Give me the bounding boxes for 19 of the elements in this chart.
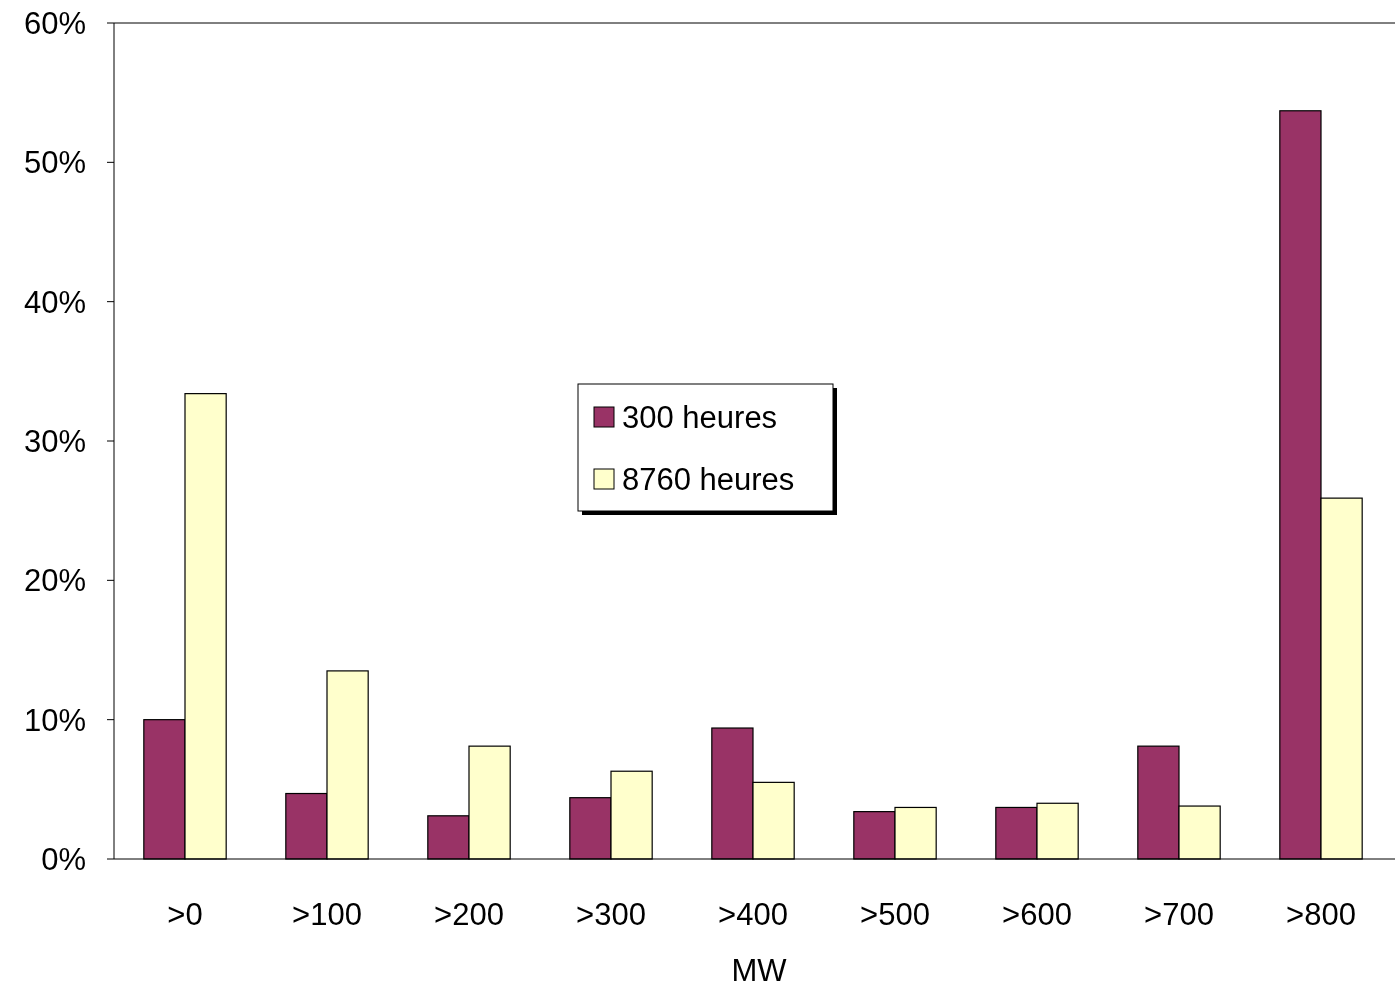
x-tick-label: >800 xyxy=(1286,897,1356,932)
y-tick-label: 30% xyxy=(23,423,86,459)
y-tick-label: 0% xyxy=(41,841,86,877)
y-tick-label: 50% xyxy=(23,145,86,181)
y-tick-label: 20% xyxy=(23,563,86,599)
legend-label: 300 heures xyxy=(622,399,778,435)
x-tick-label: >100 xyxy=(292,897,362,932)
x-tick-label: >300 xyxy=(576,897,646,932)
y-tick-label: 40% xyxy=(23,284,86,320)
x-tick-label: >0 xyxy=(167,897,203,932)
x-tick-label: >200 xyxy=(434,897,504,932)
x-axis-title: MW xyxy=(731,953,788,986)
x-tick-label: >400 xyxy=(718,897,788,932)
y-tick-label: 10% xyxy=(23,702,86,738)
y-tick-label: 60% xyxy=(23,5,86,41)
x-tick-label: >500 xyxy=(860,897,930,932)
x-tick-label: >700 xyxy=(1144,897,1214,932)
legend-label: 8760 heures xyxy=(622,461,795,497)
x-tick-label: >600 xyxy=(1002,897,1072,932)
